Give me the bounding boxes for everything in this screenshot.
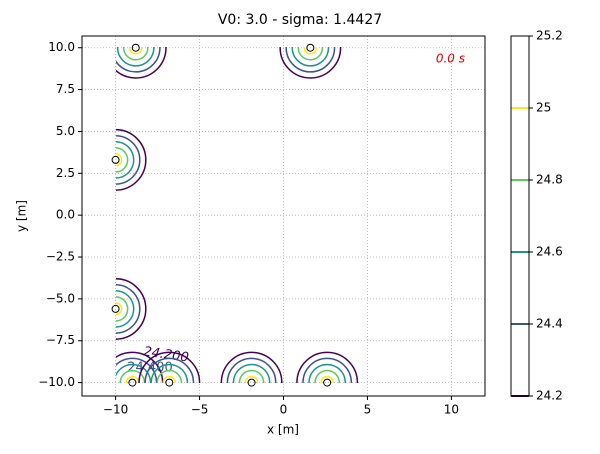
y-tick-label: 0.0 [56,208,75,222]
y-tick-label: 7.5 [56,82,75,96]
x-tick-label: 0 [280,403,288,417]
y-tick-label: −2.5 [46,250,75,264]
contour-line [116,147,129,173]
contour-line [244,375,259,383]
contour-line [116,153,123,167]
pedestrian [165,378,174,387]
pedestrian [131,43,140,52]
contour-line [122,47,149,61]
y-tick-label: −7.5 [46,333,75,347]
contour-line [116,302,123,316]
plot-frame [81,35,486,397]
pedestrian [306,43,315,52]
contour-line [116,47,155,67]
colorbar-tick-label: 24.2 [536,389,563,403]
x-tick-label: −5 [191,403,209,417]
pedestrian [111,304,120,313]
x-tick-label: −10 [103,403,128,417]
y-tick-label: 2.5 [56,166,75,180]
x-tick-label: 5 [364,403,372,417]
pedestrian [111,155,120,164]
y-tick-label: 10.0 [48,40,75,54]
contour-line [116,47,161,73]
contours [116,47,359,383]
contour-line [116,134,141,185]
y-axis-label: y [m] [15,200,29,232]
contour-line [226,357,277,383]
colorbar-tick-label: 24.6 [536,245,563,259]
contour-line [128,47,143,55]
colorbar-tick-label: 25.2 [536,29,563,43]
contour-line [150,363,189,383]
contour-line [116,284,141,334]
contour-line [285,47,336,73]
pedestrian [247,378,256,387]
contour-line [238,369,265,383]
contour-line [308,363,347,383]
contour-line [303,47,318,55]
contour-line [291,47,330,67]
contour-line [138,351,201,383]
contour-line [302,357,353,383]
pedestrian [323,378,332,387]
contour-line [116,296,129,322]
y-tick-label: −10.0 [38,375,75,389]
contour-line [116,141,135,179]
y-tick-label: −5.0 [46,291,75,305]
colorbar-tick-label: 25 [536,101,551,115]
x-axis-label: x [m] [267,423,299,437]
colorbar-tick-label: 24.8 [536,173,563,187]
y-tick-label: 5.0 [56,124,75,138]
contour-line [232,363,271,383]
contour-line [116,277,147,340]
contour-line [116,47,167,79]
contour-line [297,47,324,61]
contour-line [116,290,135,328]
contour-line [162,375,177,383]
contour-line [279,47,342,79]
chart-title: V0: 3.0 - sigma: 1.4427 [218,12,382,28]
contour-line [220,351,283,383]
colorbar-tick-label: 24.4 [536,317,563,331]
contour-line [116,128,147,191]
contour-line [314,369,340,383]
pedestrian [128,378,137,387]
annotation: 0.0 s [436,52,465,66]
colorbar-frame [510,35,530,397]
contour-line [156,369,183,383]
contour-line [320,375,334,383]
contour-line [296,351,359,383]
contour-line [144,357,195,383]
x-tick-label: 10 [444,403,459,417]
